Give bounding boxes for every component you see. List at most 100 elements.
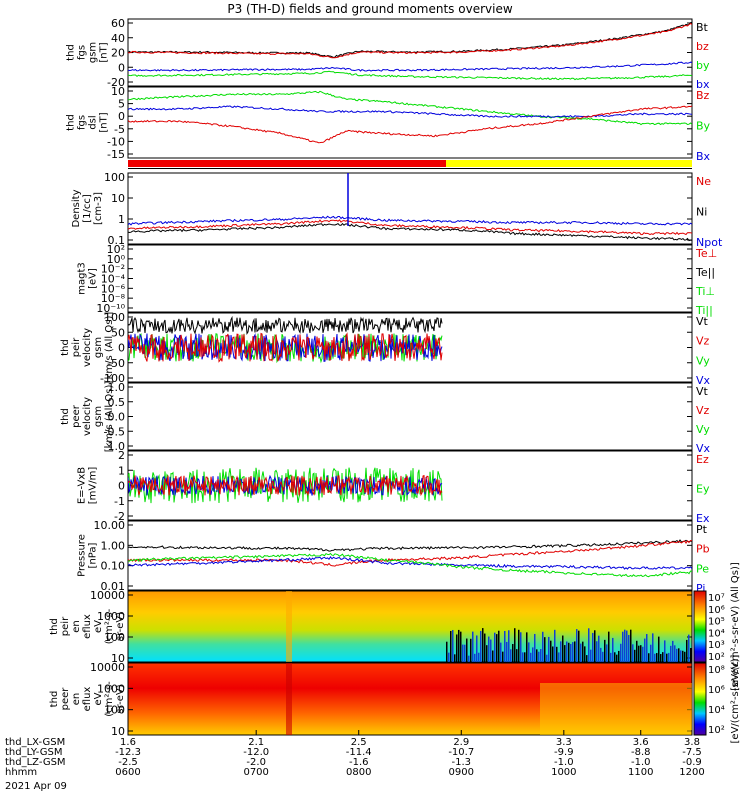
y-tick-label: 100 — [104, 171, 125, 184]
series-line-blue — [128, 215, 692, 226]
spectrogram-noise — [618, 650, 620, 662]
spectrogram-feature — [286, 591, 292, 662]
y-axis-label: eV — [93, 620, 104, 633]
x-tick-label: 2.9 — [453, 737, 469, 748]
spectrogram-noise — [684, 651, 686, 662]
spectrogram-noise — [516, 649, 518, 662]
legend-entry: Ne — [696, 175, 711, 188]
spectrogram-noise — [646, 634, 648, 662]
x-tick-label: 3.3 — [556, 737, 572, 748]
plot-title: P3 (TH-D) fields and ground moments over… — [227, 2, 512, 16]
x-tick-label: 0800 — [346, 767, 371, 778]
colorbar-title: [eV/(cm²-s-sr-eV)] — [730, 654, 741, 743]
spectrogram-noise — [634, 649, 636, 662]
spectrogram-noise — [628, 634, 630, 662]
y-tick-label: 10 — [111, 725, 125, 738]
spectrogram-noise — [490, 639, 492, 662]
spectrogram-noise — [608, 631, 610, 662]
spectrogram-noise — [680, 650, 682, 662]
x-tick-label: 0900 — [449, 767, 474, 778]
y-tick-label: -20 — [107, 76, 125, 89]
x-tick-label: -7.5 — [682, 747, 702, 758]
spectrogram-noise — [504, 630, 506, 662]
spectrogram-noise — [470, 638, 472, 662]
panel-frame — [127, 172, 693, 245]
x-tick-label: 1200 — [679, 767, 704, 778]
colorbar-label: 10⁴ — [708, 705, 725, 716]
legend-entry: Ti|| — [695, 304, 713, 317]
legend-entry: Ez — [696, 453, 709, 466]
spectrogram-noise — [640, 645, 642, 662]
spectrogram-noise — [474, 653, 476, 662]
spectrogram-noise — [632, 644, 634, 662]
panel-pressure: 10.00 1.00 0.10 0.01 Pressure [nPa] Pt Pb Pe Pi — [77, 519, 710, 595]
spectrogram-noise — [580, 643, 582, 662]
series-line-black — [128, 539, 692, 552]
panel-frame — [127, 520, 693, 591]
legend-entry: Vz — [696, 404, 710, 417]
spectrogram-noise — [464, 644, 466, 662]
series-line-red — [128, 332, 443, 363]
spectrogram-noise — [560, 641, 562, 662]
x-tick-label: -12.3 — [115, 747, 141, 758]
spectrogram-noise — [656, 653, 658, 662]
panel-peer-eflux: 10000 1000 100 10 thd peer en eflux eV (cm²-s-sr-… — [49, 661, 693, 738]
spectrogram-noise — [450, 630, 452, 662]
y-tick-label: 10² — [107, 243, 125, 256]
spectrogram-noise — [590, 649, 592, 662]
spectrogram-noise — [468, 655, 470, 662]
spectrogram-noise — [534, 633, 536, 662]
y-axis-label: [nT] — [99, 42, 110, 62]
y-axis-label: thd — [49, 618, 60, 635]
x-tick-label: 3.8 — [684, 737, 700, 748]
colorbar-label: 10² — [708, 652, 725, 663]
spectrogram-noise — [612, 637, 614, 662]
y-tick-label: 0 — [118, 480, 125, 493]
spectrogram-noise — [478, 652, 480, 662]
spectrogram-feature — [286, 663, 292, 735]
colorbar — [693, 662, 707, 736]
x-row-label: thd_LY-GSM — [5, 747, 62, 758]
y-axis-label: peir — [71, 337, 82, 357]
x-tick-label: 0600 — [115, 767, 140, 778]
y-axis-label: Pressure — [77, 534, 88, 577]
legend-entry: bx — [696, 78, 710, 91]
spectrogram-feature — [540, 683, 692, 735]
colorbar — [693, 590, 707, 663]
y-tick-label: 0.1 — [108, 234, 126, 247]
spectrogram-noise — [652, 633, 654, 662]
x-tick-label: 2.5 — [351, 737, 367, 748]
colorbar-label: 10³ — [708, 640, 725, 651]
status-bar-line — [128, 168, 692, 169]
spectrogram-noise — [586, 655, 588, 662]
spectrogram-noise — [620, 643, 622, 662]
y-tick-label: 10000 — [90, 589, 125, 602]
legend-entry: Vy — [696, 423, 710, 436]
y-axis-label: sr-eV) — [115, 684, 126, 713]
y-axis-label: [mV/m] — [88, 467, 99, 505]
spectrogram-noise — [576, 629, 578, 662]
y-tick-label: 2 — [118, 449, 125, 462]
y-tick-label: 1 — [118, 213, 125, 226]
x-tick-label: -2.5 — [118, 757, 138, 768]
colorbar-label: 10⁵ — [708, 617, 725, 628]
spectrogram-noise — [604, 639, 606, 662]
y-tick-label: 10000 — [90, 661, 125, 674]
y-tick-label: 10.00 — [94, 519, 126, 532]
legend-entry: Te⊥ — [695, 247, 717, 260]
legend-entry: Ey — [696, 483, 710, 496]
x-tick-label: -12.0 — [243, 747, 269, 758]
series-line-red — [128, 539, 692, 567]
x-tick-label: 3.6 — [633, 737, 649, 748]
y-axis-label: [km/s (All Qs)] — [104, 381, 115, 453]
x-tick-label: 1.6 — [120, 737, 136, 748]
x-tick-label: 1000 — [551, 767, 576, 778]
panel-peer-velocity: 1.0 0.5 0.0-0.5 -1.0 thd peer velocity gsm [km/s… — [60, 381, 711, 455]
legend-entry: Vx — [696, 442, 711, 455]
spectrogram-noise — [572, 642, 574, 662]
x-tick-label: 0700 — [243, 767, 268, 778]
spectrogram-noise — [642, 646, 644, 662]
spectrogram-noise — [610, 652, 612, 662]
legend-entry: Vx — [696, 374, 711, 387]
spectrogram-noise — [566, 641, 568, 662]
